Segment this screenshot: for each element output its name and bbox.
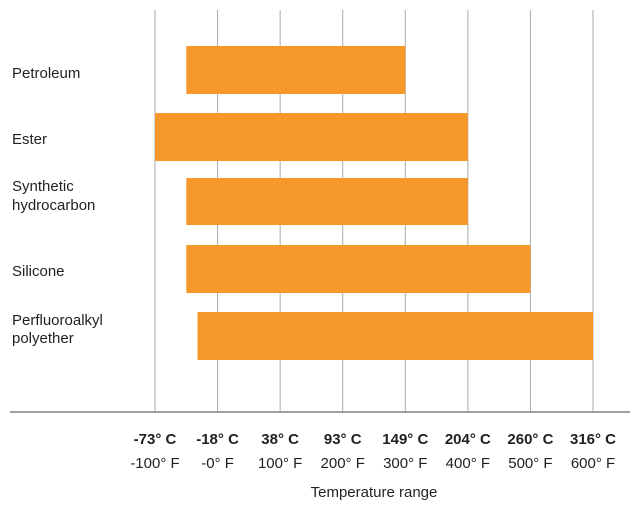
tick-label-celsius: 93° C bbox=[324, 431, 362, 448]
range-bar bbox=[155, 113, 468, 161]
range-bars bbox=[155, 46, 593, 360]
category-label: Silicone bbox=[12, 263, 65, 280]
tick-label-celsius: 260° C bbox=[507, 431, 553, 448]
category-label: Perfluoroalkyl bbox=[12, 312, 103, 329]
tick-label-celsius: -18° C bbox=[196, 431, 239, 448]
tick-label-fahrenheit: 400° F bbox=[446, 455, 490, 472]
range-bar bbox=[186, 178, 468, 225]
range-bar bbox=[186, 245, 531, 293]
tick-label-celsius: 38° C bbox=[261, 431, 299, 448]
tick-label-fahrenheit: 100° F bbox=[258, 455, 302, 472]
tick-label-celsius: 316° C bbox=[570, 431, 616, 448]
tick-label-fahrenheit: 600° F bbox=[571, 455, 615, 472]
tick-label-fahrenheit: 300° F bbox=[383, 455, 427, 472]
category-labels: Petroleum Ester Synthetic hydrocarbon Silico… bbox=[12, 65, 103, 347]
tick-label-fahrenheit: 200° F bbox=[321, 455, 365, 472]
tick-label-fahrenheit: -100° F bbox=[130, 455, 179, 472]
tick-label-celsius: 204° C bbox=[445, 431, 491, 448]
category-label: hydrocarbon bbox=[12, 197, 95, 214]
tick-label-celsius: -73° C bbox=[134, 431, 177, 448]
category-label: polyether bbox=[12, 330, 74, 347]
category-label: Synthetic bbox=[12, 178, 74, 195]
range-bar bbox=[186, 46, 406, 94]
category-label: Petroleum bbox=[12, 65, 80, 82]
x-tick-labels: -73° C -100° F -18° C -0° F 38° C 100° F 93° C… bbox=[130, 431, 616, 472]
category-label: Ester bbox=[12, 131, 47, 148]
x-axis-title: Temperature range bbox=[311, 484, 438, 501]
tick-label-fahrenheit: -0° F bbox=[201, 455, 234, 472]
tick-label-celsius: 149° C bbox=[382, 431, 428, 448]
range-bar bbox=[197, 312, 593, 360]
tick-label-fahrenheit: 500° F bbox=[508, 455, 552, 472]
